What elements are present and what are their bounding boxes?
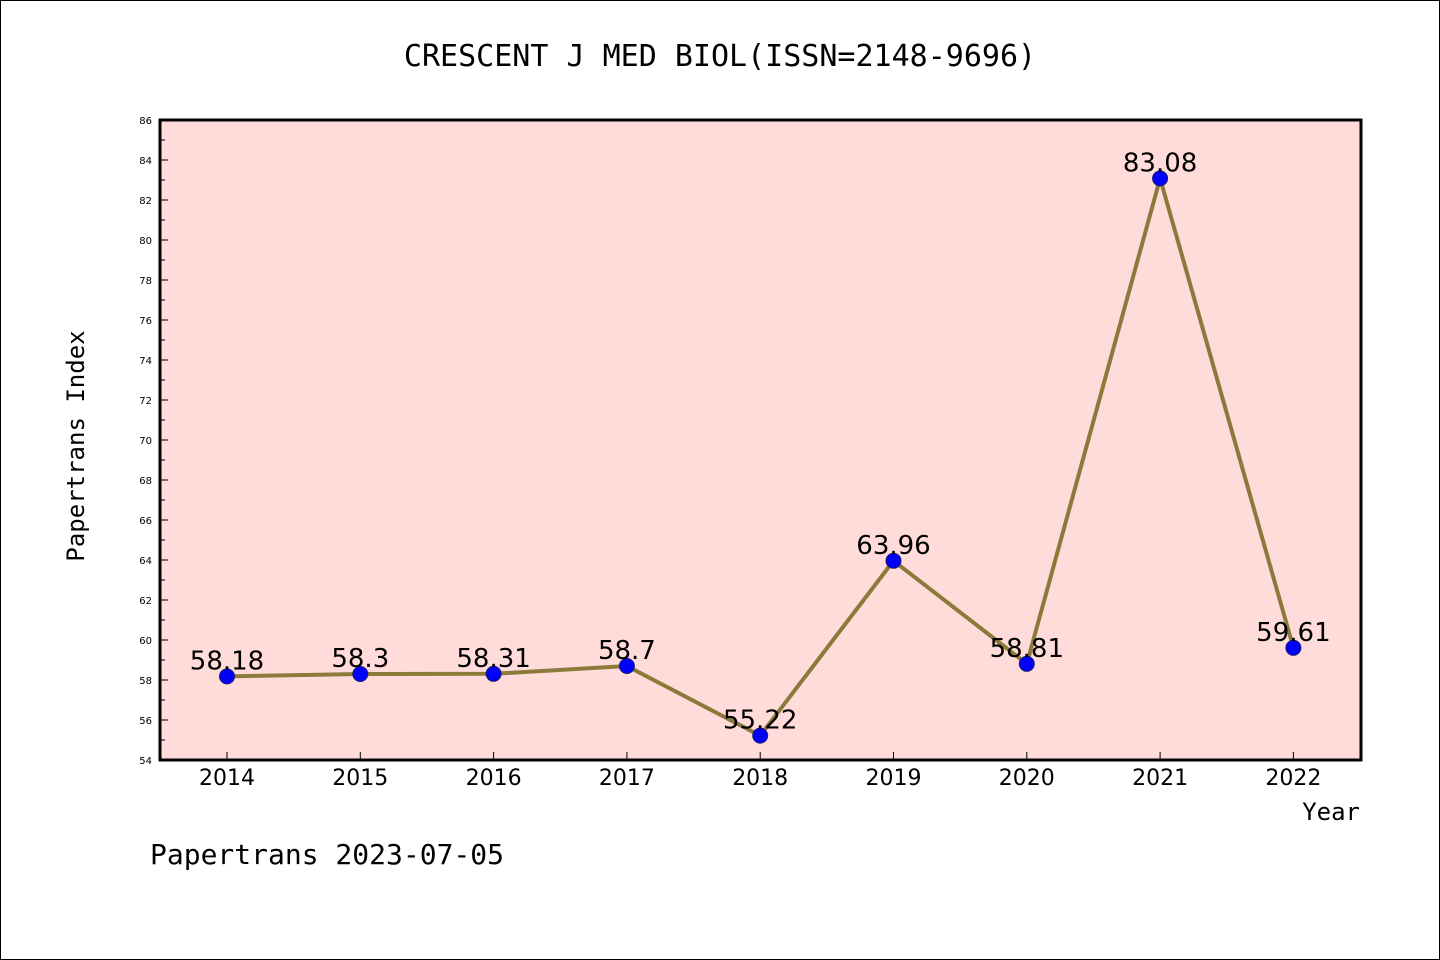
y-tick-label: 60 xyxy=(139,636,152,647)
x-tick-label: 2019 xyxy=(866,766,922,791)
data-point xyxy=(352,666,369,682)
data-point xyxy=(219,668,235,685)
x-tick-label: 2022 xyxy=(1265,766,1321,791)
y-tick-label: 66 xyxy=(139,516,152,527)
y-tick-label: 76 xyxy=(139,316,152,327)
data-label: 83.08 xyxy=(1123,148,1197,178)
data-point xyxy=(1152,170,1169,187)
y-axis: 54 56 58 60 62 64 66 68 70 72 74 76 78 80 82 84 86 xyxy=(139,116,168,767)
chart-title: CRESCENT J MED BIOL(ISSN=2148-9696) xyxy=(404,39,1036,74)
data-point xyxy=(485,665,502,682)
y-tick-label: 62 xyxy=(139,596,152,607)
data-label: 55.22 xyxy=(723,706,797,736)
plot-area xyxy=(158,118,1363,762)
y-tick-label: 82 xyxy=(139,196,152,207)
x-tick-label: 2015 xyxy=(332,766,388,791)
data-label: 58.3 xyxy=(331,644,389,674)
y-tick-label: 70 xyxy=(139,436,152,447)
data-point xyxy=(752,727,769,744)
y-tick-label: 58 xyxy=(139,676,152,687)
y-tick-label: 74 xyxy=(139,356,152,367)
x-tick-label: 2020 xyxy=(999,766,1055,791)
data-point xyxy=(885,552,902,569)
data-label: 59.61 xyxy=(1256,618,1330,648)
x-axis-label: Year xyxy=(1302,798,1360,826)
y-tick-label: 54 xyxy=(139,756,152,767)
y-tick-label: 64 xyxy=(139,556,152,567)
x-tick-label: 2017 xyxy=(599,766,655,791)
y-tick-label: 72 xyxy=(139,396,152,407)
x-tick-label: 2016 xyxy=(466,766,522,791)
data-label: 58.7 xyxy=(598,636,656,666)
y-axis-label: Papertrans Index xyxy=(62,330,90,561)
data-point xyxy=(1018,655,1035,672)
x-axis: 2014 2015 2016 2017 2018 2019 2020 2021 2022 xyxy=(199,752,1321,791)
data-label: 58.18 xyxy=(190,646,264,676)
data-point xyxy=(618,658,635,674)
y-tick-label: 68 xyxy=(139,476,152,487)
data-label: 63.96 xyxy=(856,531,930,561)
data-point xyxy=(1285,639,1302,656)
x-tick-label: 2018 xyxy=(732,766,788,791)
footer-credit: Papertrans 2023-07-05 xyxy=(150,838,504,871)
y-tick-label: 84 xyxy=(139,156,152,167)
series-papertrans-index xyxy=(219,170,1302,744)
y-tick-label: 56 xyxy=(139,716,152,727)
y-tick-label: 80 xyxy=(139,236,152,247)
x-tick-label: 2014 xyxy=(199,766,255,791)
x-tick-label: 2021 xyxy=(1132,766,1188,791)
data-label: 58.31 xyxy=(456,644,530,674)
y-tick-label: 86 xyxy=(139,116,152,127)
y-tick-label: 78 xyxy=(139,276,152,287)
data-labels: 58.18 58.3 58.31 58.7 55.22 63.96 58.81 83.08 59… xyxy=(190,148,1331,735)
data-label: 58.81 xyxy=(990,634,1064,664)
